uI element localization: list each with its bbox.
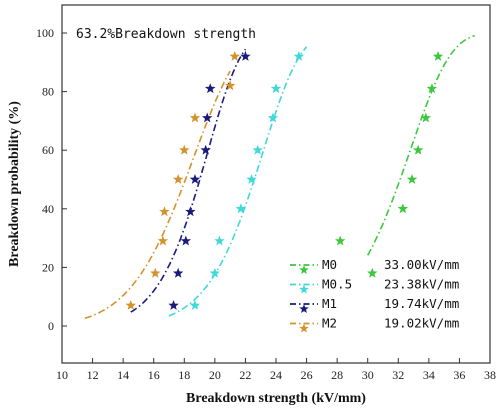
x-axis-title: Breakdown strength (kV/mm) — [186, 391, 366, 406]
fit-curve-M0_5 — [168, 46, 308, 317]
data-point-M0 — [406, 174, 418, 184]
x-tick-label: 14 — [117, 368, 129, 382]
data-point-M0_5 — [189, 300, 201, 310]
x-tick-label: 20 — [209, 368, 221, 382]
legend-value: 23.38kV/mm — [384, 277, 459, 292]
data-point-M1 — [168, 300, 179, 310]
data-point-M0 — [397, 203, 409, 214]
y-tick-label: 80 — [42, 85, 54, 99]
plot-frame — [61, 4, 491, 364]
y-tick-label: 20 — [42, 260, 54, 274]
legend-name: M0 — [322, 257, 337, 272]
fit-curve-M2 — [84, 70, 231, 320]
data-point-M0_5 — [293, 50, 305, 61]
y-tick-label: 60 — [42, 143, 54, 157]
data-point-M1 — [180, 235, 191, 246]
x-tick-label: 38 — [484, 368, 496, 382]
x-tick-label: 10 — [56, 368, 68, 382]
x-tick-label: 22 — [239, 368, 251, 382]
data-point-M0 — [420, 112, 431, 123]
data-point-M2 — [157, 235, 169, 246]
y-axis-title: Breakdown probability (%) — [7, 101, 22, 267]
y-tick-label: 40 — [42, 202, 54, 216]
legend: M0 33.00kV/mm M0.5 23.38kV/mm M1 19.74kV/mm M2… — [290, 257, 459, 333]
y-tick-label: 0 — [48, 319, 54, 333]
data-point-M1 — [240, 50, 251, 61]
x-tick-label: 24 — [270, 368, 282, 382]
data-point-M1 — [200, 144, 211, 155]
data-point-M2 — [224, 80, 236, 91]
data-point-M0 — [367, 267, 378, 278]
legend-marker — [299, 284, 309, 294]
x-tick-label: 26 — [301, 368, 313, 382]
data-point-M0 — [432, 50, 444, 61]
x-tick-label: 16 — [148, 368, 160, 382]
legend-value: 33.00kV/mm — [384, 257, 459, 272]
fit-curve-M0 — [367, 34, 475, 256]
x-tick-label: 36 — [453, 368, 465, 382]
x-tick-label: 18 — [178, 368, 190, 382]
data-point-M0 — [412, 144, 424, 155]
legend-value: 19.02kV/mm — [384, 316, 459, 331]
y-tick-label: 100 — [36, 26, 54, 40]
data-point-M0_5 — [252, 144, 263, 155]
data-point-M0 — [426, 83, 438, 94]
fit-curve-M1 — [130, 48, 247, 313]
y-axis-ticks: 0 20 40 60 80 100 — [36, 26, 67, 333]
data-point-M0_5 — [235, 203, 247, 214]
annotation-text: 63.2%Breakdown strength — [76, 27, 256, 42]
data-point-M0 — [335, 235, 346, 246]
data-point-M1 — [185, 206, 196, 217]
x-tick-label: 12 — [87, 368, 99, 382]
legend-name: M0.5 — [322, 277, 352, 292]
data-point-M1 — [189, 174, 201, 184]
data-point-M0_5 — [214, 235, 225, 246]
data-point-M1 — [205, 83, 216, 94]
data-point-M2 — [159, 206, 170, 217]
data-point-M2 — [189, 112, 201, 123]
fit-curves — [84, 34, 475, 320]
data-point-M0_5 — [267, 112, 279, 123]
data-point-M2 — [172, 174, 184, 184]
data-point-M2 — [179, 144, 190, 155]
x-tick-label: 30 — [362, 368, 374, 382]
legend-name: M1 — [322, 296, 337, 311]
legend-name: M2 — [322, 316, 337, 331]
data-point-M2 — [150, 267, 161, 278]
data-point-M1 — [172, 267, 184, 278]
legend-marker — [299, 323, 309, 333]
legend-marker — [299, 265, 309, 274]
data-point-M2 — [125, 300, 136, 310]
data-point-M0_5 — [209, 267, 221, 278]
data-point-M1 — [202, 112, 213, 123]
x-tick-label: 34 — [423, 368, 435, 382]
x-tick-label: 28 — [331, 368, 343, 382]
legend-marker — [299, 304, 309, 313]
legend-value: 19.74kV/mm — [384, 296, 459, 311]
x-axis-ticks: 10 12 14 16 18 20 22 24 26 28 30 32 34 36 38 — [56, 358, 496, 382]
data-point-M0_5 — [270, 83, 282, 94]
data-points — [125, 50, 444, 310]
x-tick-label: 32 — [392, 368, 404, 382]
data-point-M0_5 — [246, 174, 257, 184]
data-point-M2 — [229, 50, 240, 61]
